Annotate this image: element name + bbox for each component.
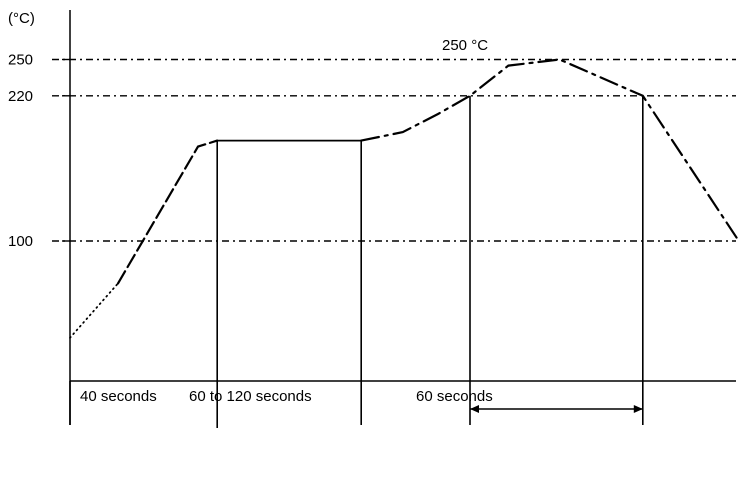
reference-lines: 250 220 100 — [8, 52, 736, 250]
peak-temperature-label: 250 °C — [442, 37, 488, 54]
interval-label-reflow: 60 seconds — [416, 388, 493, 405]
interval-label-soak: 60 to 120 seconds — [189, 388, 312, 405]
temperature-curve — [69, 58, 738, 339]
phase-markers — [69, 95, 644, 428]
curve-preheat-ramp — [116, 139, 219, 285]
y-axis-unit-label: (°C) — [8, 10, 35, 27]
y-tick-label-220: 220 — [8, 88, 33, 105]
arrowhead-left — [470, 405, 479, 413]
curve-reflow-and-cooling — [360, 58, 738, 242]
y-tick-label-250: 250 — [8, 52, 33, 69]
arrowhead-right — [633, 405, 643, 413]
interval-label-preheat: 40 seconds — [80, 388, 157, 405]
curve-preheat-initial — [69, 282, 119, 339]
y-tick-label-100: 100 — [8, 233, 33, 250]
axes — [69, 10, 736, 425]
